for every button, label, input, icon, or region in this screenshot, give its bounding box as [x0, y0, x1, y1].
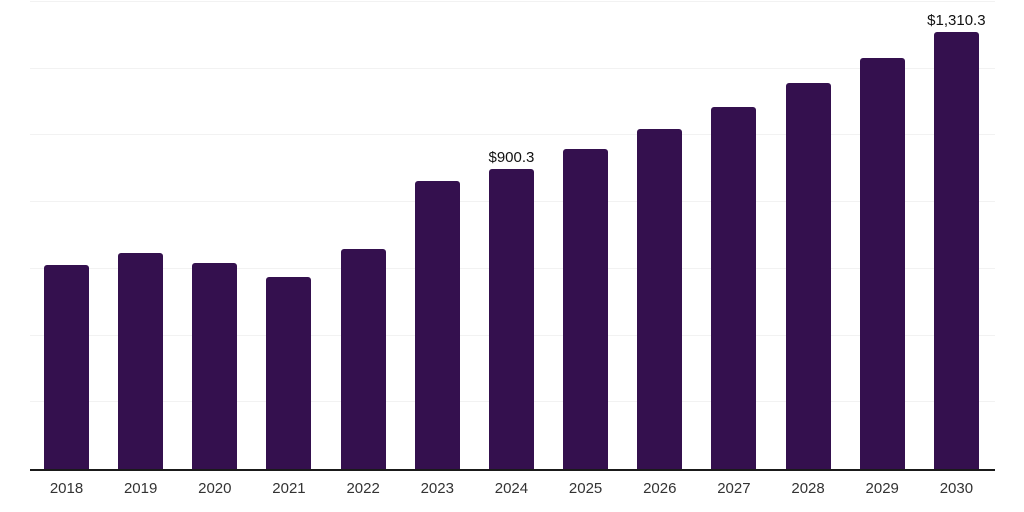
x-tick-2025: 2025 — [568, 480, 603, 497]
x-axis: 2018 2019 2020 2021 2022 2023 2024 2025 2026 2027… — [30, 479, 995, 499]
bar-2024: $900.3 — [488, 150, 534, 469]
bar-2019 — [118, 252, 164, 469]
x-tick-2029: 2029 — [865, 480, 899, 497]
x-tick-2026: 2026 — [643, 480, 677, 497]
x-tick-2022: 2022 — [346, 480, 380, 497]
bar-2025 — [563, 149, 609, 469]
bars-container: $900.3 $1,310.3 — [30, 2, 995, 469]
bar-2021 — [266, 276, 312, 469]
bar-2027 — [711, 106, 757, 469]
plot-area: $900.3 $1,310.3 — [30, 1, 995, 471]
gridline-1000 — [30, 134, 995, 136]
data-label-2024: $900.3 — [488, 148, 535, 166]
data-label-2030: $1,310.3 — [927, 11, 986, 29]
gridline-1200 — [30, 67, 995, 69]
x-tick-2028: 2028 — [791, 480, 825, 497]
bar-2022 — [340, 248, 386, 469]
bar-2020 — [192, 263, 238, 469]
bar-2029 — [859, 58, 905, 469]
bar-2023 — [414, 181, 460, 469]
x-tick-2024: 2024 — [494, 480, 529, 497]
x-tick-2019: 2019 — [123, 480, 158, 497]
x-tick-2018: 2018 — [49, 480, 84, 497]
x-tick-2020: 2020 — [198, 480, 232, 497]
x-tick-2027: 2027 — [717, 480, 751, 497]
x-tick-2021: 2021 — [272, 480, 306, 497]
bar-2028 — [785, 83, 831, 469]
bar-2026 — [637, 128, 683, 469]
x-tick-2030: 2030 — [939, 480, 974, 497]
gridline-1400 — [30, 1, 995, 2]
x-tick-2023: 2023 — [420, 480, 454, 497]
bar-2018 — [44, 265, 89, 469]
bar-2030: $1,310.3 — [927, 13, 986, 469]
